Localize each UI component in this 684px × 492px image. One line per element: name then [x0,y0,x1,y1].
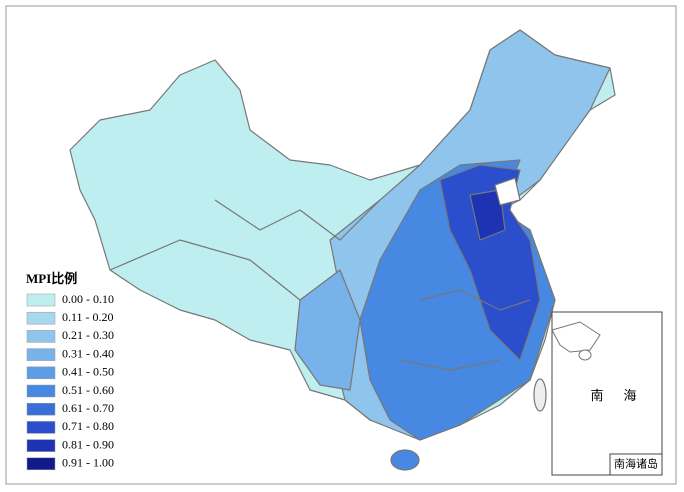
legend-label: 0.71 - 0.80 [62,419,114,433]
sea-label: 海 [623,388,636,403]
inset-coast [551,321,601,353]
legend-label: 0.81 - 0.90 [62,437,114,451]
inset: 南 海 南海诸岛 [551,311,663,476]
legend-swatch [26,457,56,471]
province-line [109,239,301,301]
legend-swatch [26,402,56,416]
legend-swatch [26,384,56,398]
province-line [419,289,531,311]
province-line [214,199,381,241]
inset-title: 南海诸岛 [614,457,658,471]
legend-swatch [26,311,56,325]
region-darker [439,164,541,361]
legend-label: 0.31 - 0.40 [62,346,114,360]
legend-swatch [26,439,56,452]
bohai-sea [494,177,521,206]
province-line [399,359,501,371]
inset-title-box [609,453,663,476]
legend-label: 0.91 - 1.00 [62,456,114,470]
legend-label: 0.41 - 0.50 [62,365,114,379]
legend-swatch [26,348,56,361]
legend-swatch [26,366,56,380]
region-darkest [469,189,506,241]
legend-swatch [26,421,56,434]
legend-label: 0.00 - 0.10 [62,292,114,306]
legend-label: 0.11 - 0.20 [62,310,114,324]
legend-label: 0.51 - 0.60 [62,383,114,397]
legend-swatch [26,330,56,343]
china-map [69,29,616,471]
sea-label: 南 [590,388,603,403]
region-upper-medium [294,269,361,391]
legend-swatch [26,293,56,307]
legend: MPI比例 0.00 - 0.10 0.11 - 0.20 0.21 - 0.30 0… [26,271,114,471]
hainan [390,449,420,471]
legend-title: MPI比例 [26,271,77,286]
legend-label: 0.61 - 0.70 [62,401,114,415]
legend-label: 0.21 - 0.30 [62,328,114,342]
inset-island [578,349,592,361]
taiwan [533,378,547,412]
